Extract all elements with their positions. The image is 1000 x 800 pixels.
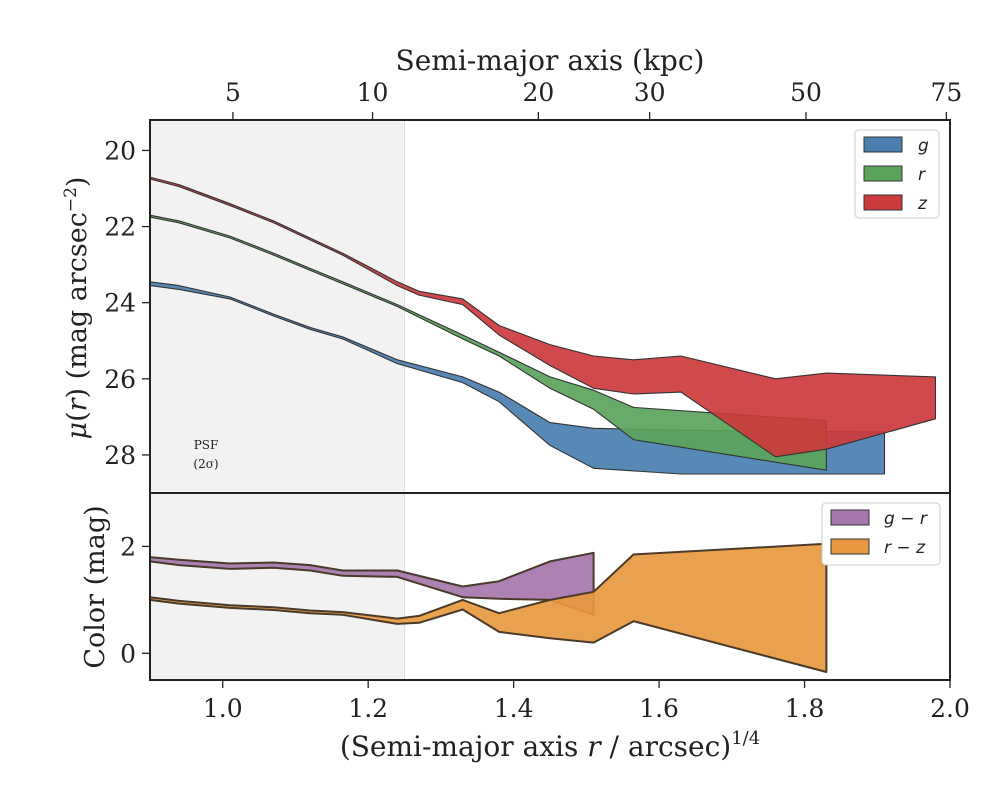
legend-label-g-r: g − r [884,509,928,529]
kpc-tick-label-50: 50 [790,78,822,107]
x-tick-label-1.8: 1.8 [785,694,825,723]
top-panel-series [149,176,937,475]
legend-r-z-var2: z [915,538,926,558]
y-tick-label-28: 28 [104,441,136,470]
x-tick-label-1.0: 1.0 [203,694,243,723]
x-tick-label-1.2: 1.2 [348,694,388,723]
x-axis-label: (Semi-major axis r / arcsec)1/4 [340,728,760,763]
y-label-close: ) [62,177,93,188]
legend-label-g: g [918,136,929,156]
top-panel-y-ticks: 20 22 24 26 28 [104,136,150,470]
psf-region-top [150,120,405,493]
y-label-paren: ( [62,411,93,422]
x-label-pre: (Semi-major axis [340,730,587,763]
top-y-axis-label: μ(r) (mag arcsec−2) [61,177,93,440]
kpc-tick-label-30: 30 [634,78,666,107]
x-label-sup: 1/4 [731,728,760,749]
legend-swatch-r [863,165,903,182]
kpc-tick-label-5: 5 [225,78,241,107]
y-label-rest: ) (mag arcsec [62,212,93,398]
kpc-tick-label-10: 10 [357,78,389,107]
y-label-var: r [62,396,93,411]
psf-shaded-region [150,120,406,680]
legend-g-r-var1: g [884,509,895,529]
legend-label-r-z: r − z [884,538,926,558]
top-axis-label: Semi-major axis (kpc) [396,44,705,77]
y-tick-label-20: 20 [104,136,136,165]
legend-label-z: z [917,194,928,214]
top-legend: g r z [854,129,940,219]
legend-r-z-var1: r [884,538,892,558]
legend-g-r-op: − [895,509,920,529]
color-y-tick-label-2: 2 [120,532,136,561]
legend-swatch-g-r [830,509,870,526]
legend-label-r: r [918,165,926,185]
bottom-legend: g − r r − z [821,502,941,566]
psf-label: PSF [194,438,219,452]
bottom-panel-frame [149,492,951,681]
y-tick-label-22: 22 [104,213,136,242]
bottom-y-axis-label: Color (mag) [80,505,111,668]
band-z [149,176,937,458]
x-label-mid: / arcsec) [601,730,732,763]
y-tick-label-26: 26 [104,365,136,394]
x-tick-label-1.6: 1.6 [639,694,679,723]
legend-swatch-z [863,194,903,211]
bottom-panel-y-ticks: 02 [120,532,150,668]
kpc-tick-label-75: 75 [930,78,962,107]
top-kpc-axis-ticks: 5 10 20 30 50 75 [225,78,962,120]
psf-region-bottom [150,493,405,680]
color-y-tick-label-0: 0 [120,639,136,668]
bottom-panel-series [149,542,828,673]
band-color-r-z [149,542,828,673]
legend-r-z-op: − [891,538,916,558]
x-tick-label-2.0: 2.0 [930,694,970,723]
y-label-sup: −2 [61,187,81,212]
legend-swatch-r-z [830,538,870,555]
x-label-var: r [587,730,602,763]
kpc-tick-label-20: 20 [522,78,554,107]
psf-sigma-label: (2σ) [193,457,218,471]
x-tick-label-1.4: 1.4 [494,694,534,723]
legend-swatch-g [863,136,903,153]
legend-g-r-var2: r [920,509,928,529]
y-label-mu: μ [62,422,93,440]
bottom-panel-x-ticks: 1.0 1.2 1.4 1.6 1.8 2.0 [203,680,970,723]
y-tick-label-24: 24 [104,289,136,318]
